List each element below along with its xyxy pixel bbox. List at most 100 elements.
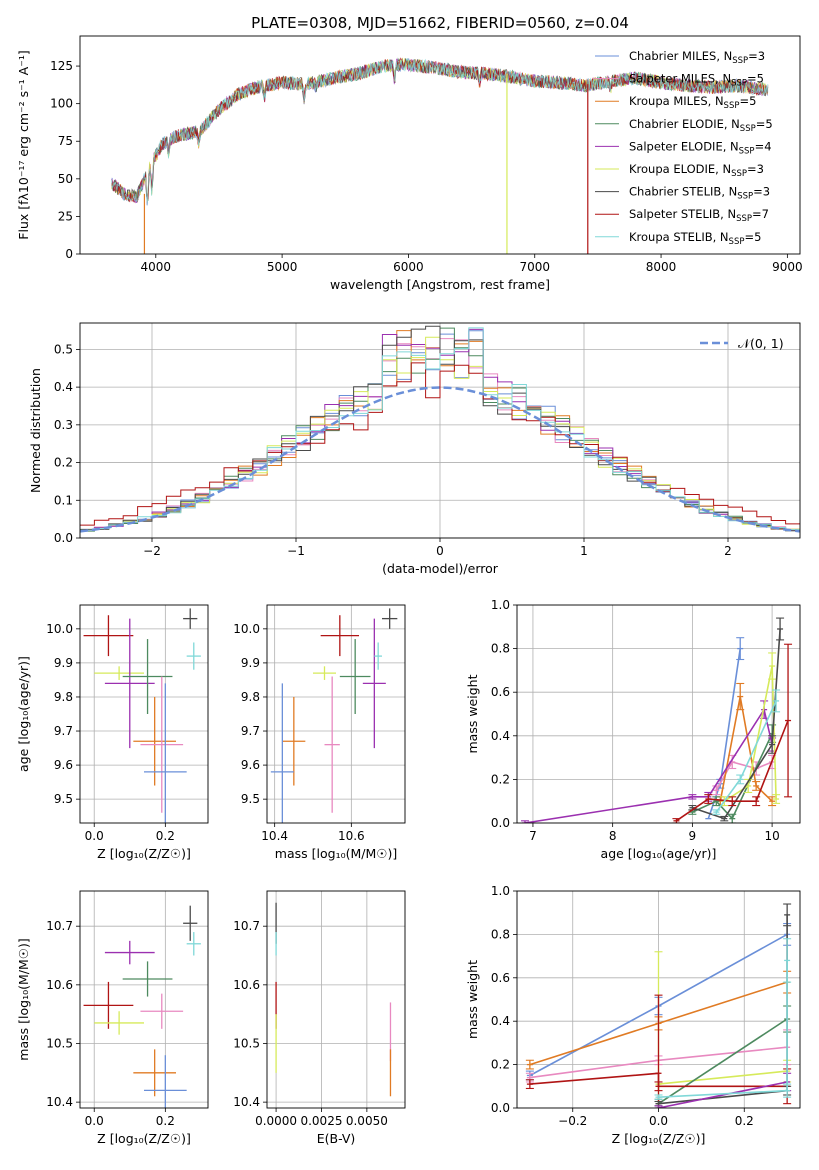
x-tick-label: 7000 — [519, 260, 550, 274]
legend-text: Salpeter MILES, N — [629, 72, 731, 86]
y-tick-label: 50 — [58, 172, 73, 186]
legend-entry: Salpeter ELODIE, NSSP=4 — [629, 139, 772, 156]
x-tick-label: 10.4 — [261, 829, 288, 843]
legend-text: Chabrier ELODIE, N — [629, 117, 740, 131]
x-tick-label: 0.0050 — [346, 1114, 388, 1128]
legend-value: =7 — [752, 207, 769, 221]
x-tick-label: −0.2 — [558, 1114, 587, 1128]
y-tick-label: 10.6 — [46, 978, 73, 992]
x-tick-label: 5000 — [267, 260, 298, 274]
x-axis-label: mass [log₁₀(M/M☉)] — [275, 846, 397, 861]
panel-age_vs_Z: 0.0 0.2 9.5 9.6 9.7 9.8 9.9 10.0 Z [log₁₀(Z/Z☉)]… — [16, 604, 209, 861]
weight-line — [715, 761, 773, 791]
y-tick-label: 9.5 — [241, 792, 260, 806]
legend-value: =3 — [753, 185, 770, 199]
panel-age_vs_mass: 10.4 10.6 9.5 9.6 9.7 9.8 9.9 10.0 mass [log₁₀(M… — [233, 604, 406, 861]
x-tick-label: 10 — [764, 829, 779, 843]
legend-text: Kroupa ELODIE, N — [629, 162, 731, 176]
legend-entry: Kroupa MILES, NSSP=5 — [629, 94, 756, 111]
y-tick-label: 0.8 — [491, 642, 510, 656]
y-tick-label: 10.0 — [233, 622, 260, 636]
panel-residuals: −2 −1 0 1 2 0.0 0.1 0.2 0.3 0.4 0.5 (data-model)/er… — [28, 322, 801, 576]
y-tick-label: 9.9 — [241, 656, 260, 670]
y-tick-label: 0.4 — [54, 380, 73, 394]
y-tick-label: 0.2 — [491, 1058, 510, 1072]
weight-line — [723, 665, 777, 802]
weight-line — [707, 648, 741, 819]
legend-value: =5 — [739, 94, 756, 108]
y-tick-label: 0.0 — [491, 1101, 510, 1115]
legend-subscript: SSP — [731, 169, 747, 179]
weight-line — [658, 960, 788, 1098]
y-tick-label: 0.6 — [491, 685, 510, 699]
legend-value: =3 — [748, 49, 765, 63]
axes-frame — [79, 604, 209, 824]
legend-entry: Kroupa STELIB, NSSP=5 — [629, 230, 761, 247]
y-tick-label: 25 — [58, 209, 73, 223]
y-axis-label: Flux [fλ10⁻¹⁷ erg cm⁻² s⁻¹ A⁻¹] — [16, 50, 31, 239]
y-axis-label: mass weight — [465, 674, 480, 753]
legend-entry: Chabrier MILES, NSSP=3 — [629, 49, 765, 66]
panel-spectrum: 4000 5000 6000 7000 8000 9000 0 25 50 75 100 125 wav… — [16, 35, 803, 292]
legend-subscript: SSP — [729, 237, 745, 247]
y-tick-label: 0 — [65, 247, 73, 261]
x-tick-label: 0 — [436, 544, 444, 558]
legend-text: Kroupa STELIB, N — [629, 230, 729, 244]
panel-mass_vs_ebv: 0.0000 0.0025 0.0050 10.4 10.5 10.6 10.7 E(B-V) — [233, 890, 406, 1146]
axes-frame — [266, 890, 406, 1109]
x-axis-label: (data-model)/error — [382, 561, 499, 576]
legend-entry: Kroupa ELODIE, NSSP=3 — [629, 162, 764, 179]
plot-area — [80, 323, 800, 538]
y-tick-label: 0.0 — [54, 531, 73, 545]
y-tick-label: 9.8 — [54, 690, 73, 704]
y-tick-label: 9.5 — [54, 792, 73, 806]
weight-line — [692, 628, 781, 820]
y-tick-label: 0.0 — [491, 816, 510, 830]
legend-text: Chabrier MILES, N — [629, 49, 732, 63]
y-tick-label: 10.7 — [46, 919, 73, 933]
x-tick-label: 0.2 — [735, 1114, 754, 1128]
axes-frame — [79, 322, 801, 539]
axes-frame — [79, 890, 209, 1109]
legend-text: Salpeter STELIB, N — [629, 207, 736, 221]
plot-area — [80, 605, 208, 823]
legend-entry: Salpeter STELIB, NSSP=7 — [629, 207, 769, 224]
x-tick-label: 9000 — [772, 260, 803, 274]
x-tick-label: 4000 — [141, 260, 172, 274]
spectrum-line — [111, 58, 769, 206]
x-axis-label: Z [log₁₀(Z/Z☉)] — [612, 1131, 706, 1146]
legend-text: Kroupa MILES, N — [629, 94, 724, 108]
y-tick-label: 9.6 — [241, 758, 260, 772]
plot-area — [517, 891, 800, 1108]
legend-subscript: SSP — [724, 101, 740, 111]
y-tick-label: 0.4 — [491, 729, 510, 743]
y-tick-label: 0.5 — [54, 342, 73, 356]
axes-frame — [516, 604, 801, 824]
y-tick-label: 0.2 — [54, 456, 73, 470]
x-axis-label: age [log₁₀(age/yr)] — [601, 846, 717, 861]
x-tick-label: 7 — [529, 829, 537, 843]
legend-subscript: SSP — [732, 56, 748, 66]
spectrum-line — [111, 57, 769, 203]
legend-value: =4 — [755, 139, 772, 153]
x-tick-label: 2 — [724, 544, 732, 558]
legend-entry: 𝒩(0, 1) — [738, 336, 784, 351]
y-tick-label: 9.7 — [54, 724, 73, 738]
weight-line — [658, 914, 788, 1105]
legend-entry: Salpeter MILES, NSSP=5 — [629, 72, 764, 89]
y-tick-label: 10.6 — [233, 978, 260, 992]
x-tick-label: 1 — [580, 544, 588, 558]
panel-mass_vs_Z: 0.0 0.2 10.4 10.5 10.6 10.7 Z [log₁₀(Z/Z☉)] mas… — [16, 890, 209, 1146]
x-tick-label: 0.2 — [156, 1114, 175, 1128]
weight-line — [719, 696, 773, 802]
x-tick-label: −2 — [143, 544, 161, 558]
y-tick-label: 0.2 — [491, 772, 510, 786]
x-tick-label: 0.0025 — [300, 1114, 342, 1128]
legend-value: =5 — [756, 117, 773, 131]
y-tick-label: 1.0 — [491, 598, 510, 612]
weight-line — [658, 1070, 788, 1085]
panel-mass_weight_vs_age: 7 8 9 10 0.0 0.2 0.4 0.6 0.8 1.0 age [log₁₀(age/yr… — [465, 598, 801, 861]
y-tick-label: 9.8 — [241, 690, 260, 704]
panel-mass_weight_vs_Z: −0.2 0.0 0.2 0.0 0.2 0.4 0.6 0.8 1.0 Z [log₁₀(Z/Z… — [465, 884, 801, 1146]
